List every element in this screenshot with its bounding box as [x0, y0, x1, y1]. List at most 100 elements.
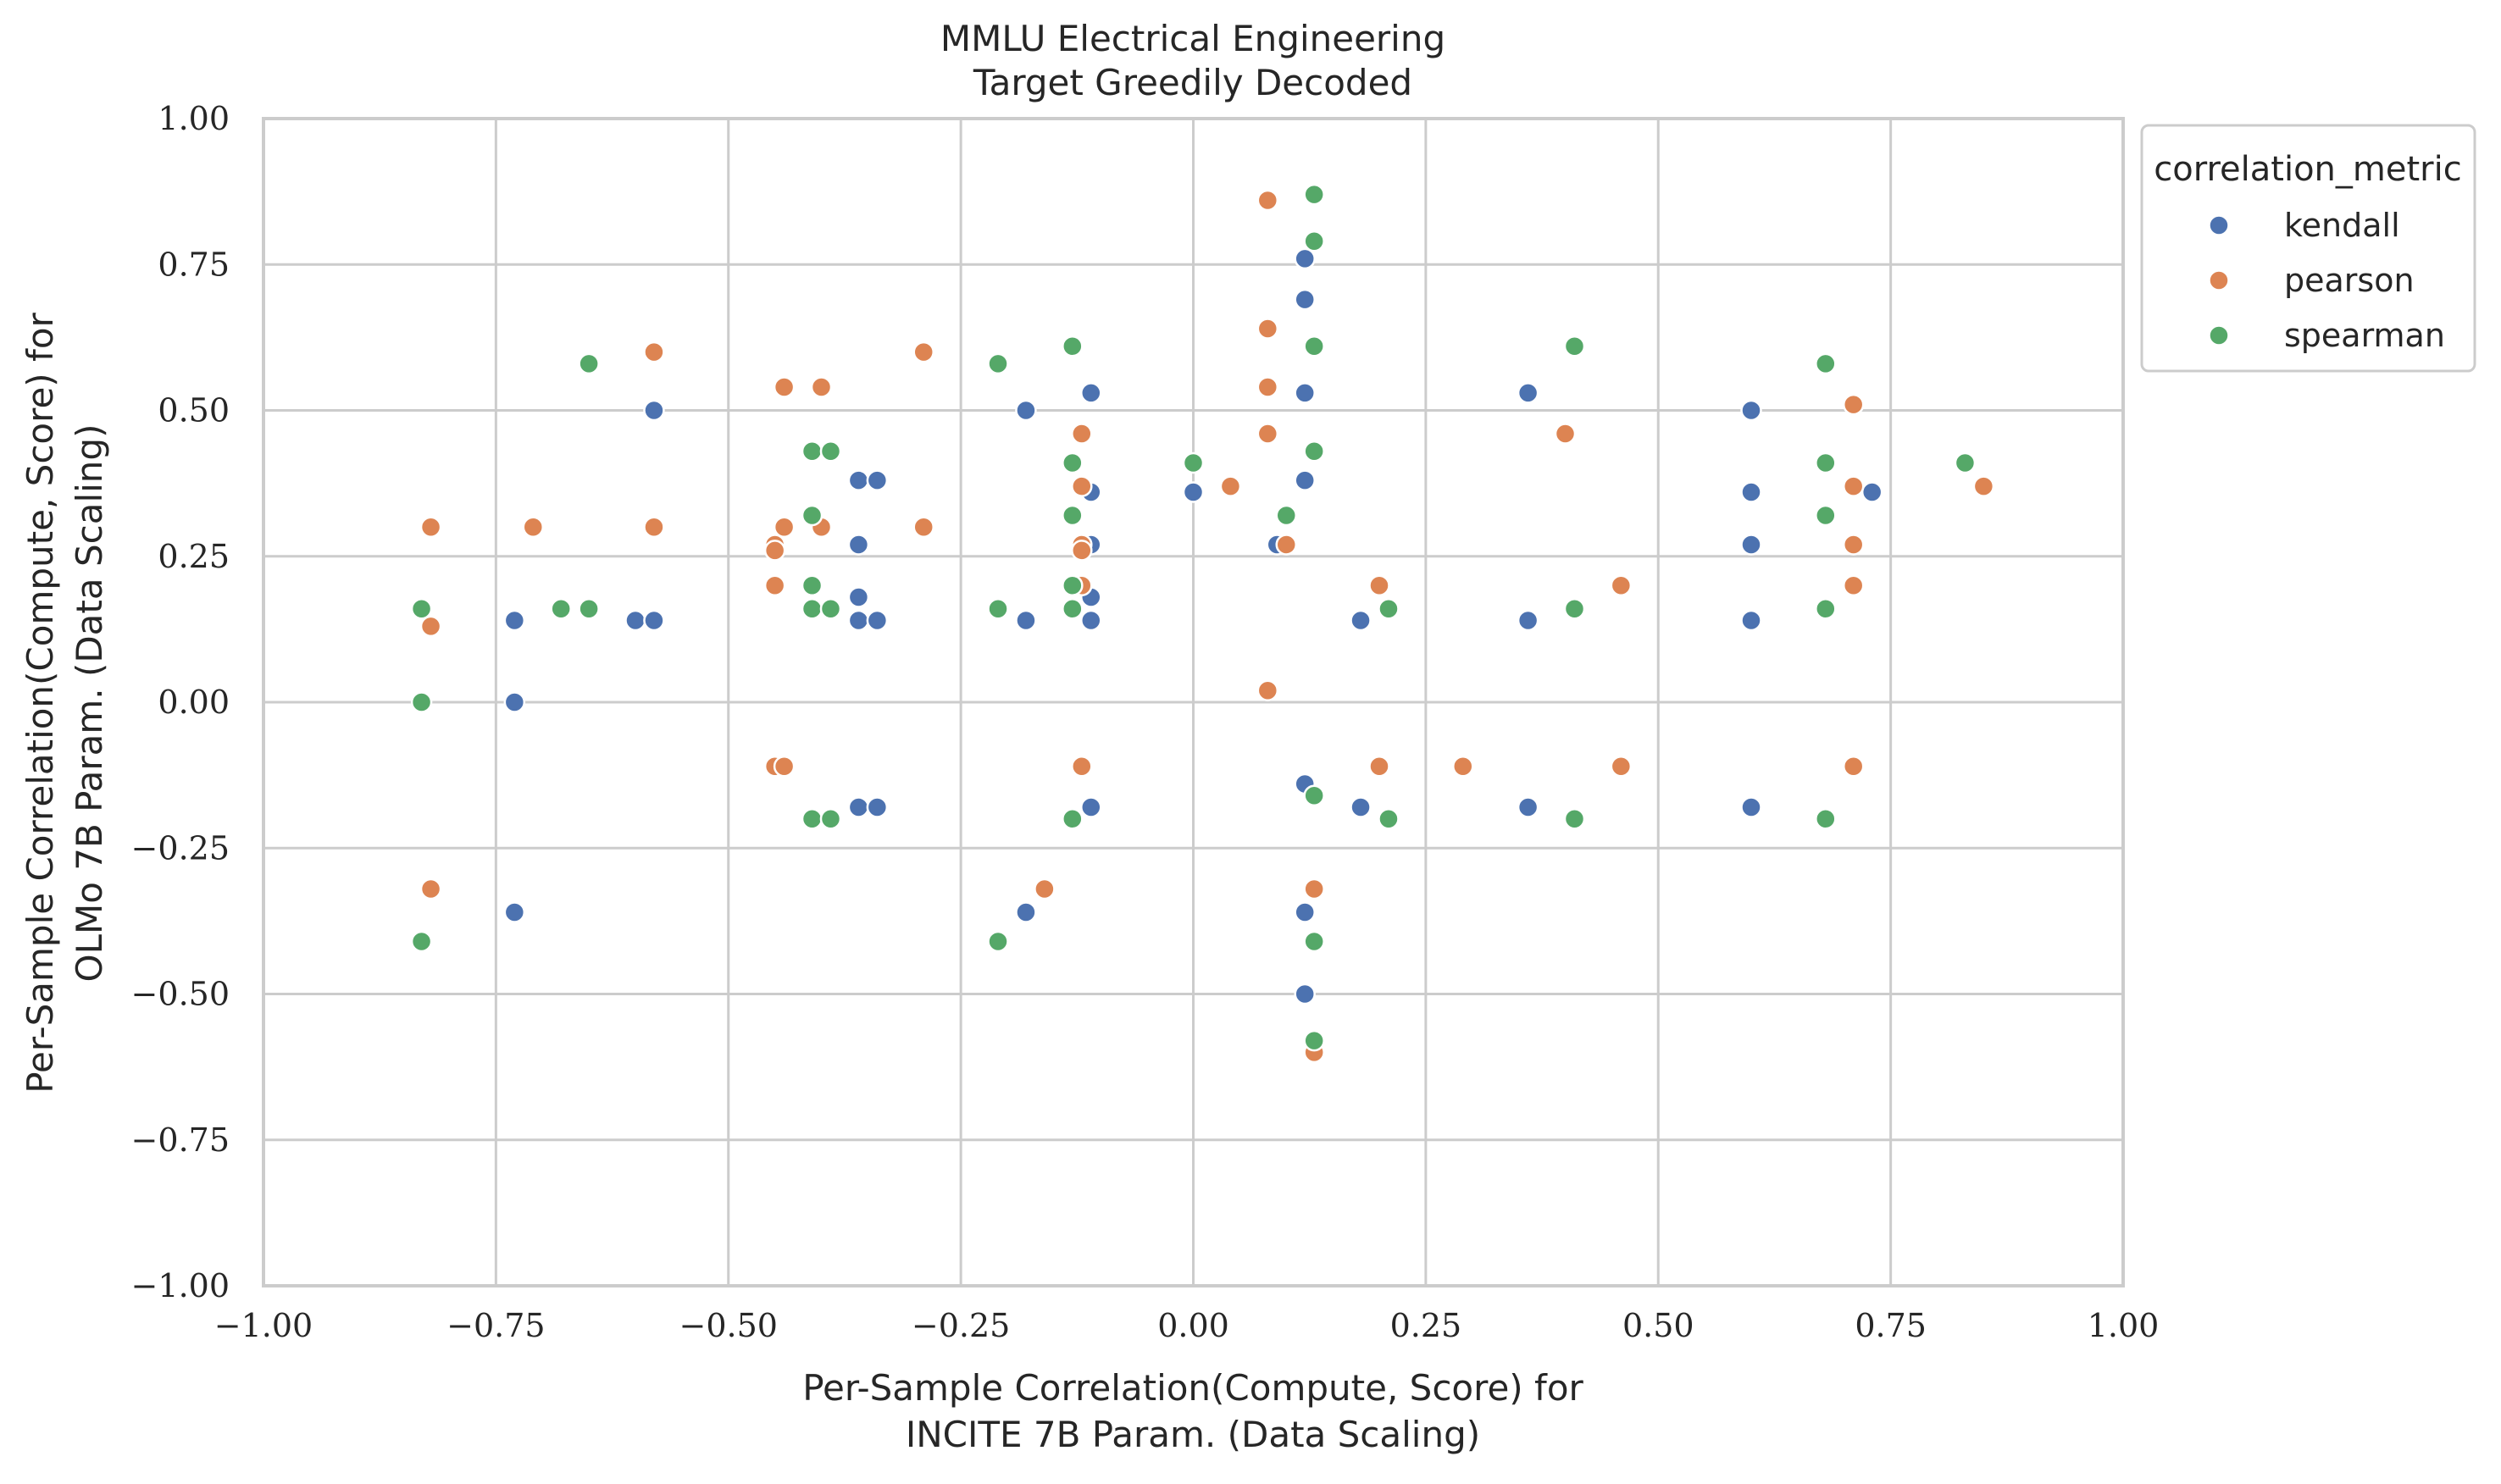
- legend-marker-pearson: [2208, 269, 2230, 291]
- data-point-spearman: [1815, 504, 1837, 527]
- chart-title-line1: MMLU Electrical Engineering: [940, 18, 1445, 59]
- data-point-spearman: [1563, 808, 1586, 830]
- x-tick-label: −0.50: [679, 1307, 778, 1344]
- data-point-kendall: [1517, 609, 1539, 632]
- data-point-spearman: [1815, 598, 1837, 620]
- y-tick-label: 0.75: [158, 246, 230, 283]
- y-axis-label-line2: OLMo 7B Param. (Data Scaling): [69, 424, 110, 983]
- x-tick-label: 1.00: [2088, 1307, 2160, 1344]
- data-point-pearson: [1071, 475, 1093, 497]
- data-point-kendall: [1080, 796, 1102, 818]
- y-tick-label: 0.25: [158, 538, 230, 575]
- data-point-spearman: [1062, 808, 1084, 830]
- data-point-pearson: [522, 516, 545, 539]
- data-point-pearson: [1071, 756, 1093, 778]
- y-tick-label: −0.50: [131, 976, 230, 1013]
- data-point-spearman: [801, 440, 824, 462]
- plot-area-frame: [262, 117, 2125, 1287]
- x-tick-label: 0.25: [1390, 1307, 1462, 1344]
- data-point-kendall: [1294, 288, 1316, 311]
- legend-box: [2140, 124, 2476, 373]
- data-point-kendall: [1294, 901, 1316, 923]
- data-point-spearman: [1303, 784, 1325, 806]
- data-point-spearman: [578, 598, 600, 620]
- data-point-pearson: [1256, 423, 1279, 445]
- data-point-spearman: [410, 691, 433, 713]
- data-point-spearman: [1303, 230, 1325, 252]
- data-point-kendall: [847, 469, 870, 491]
- data-point-pearson: [1842, 574, 1865, 596]
- x-tick-label: 0.00: [1157, 1307, 1229, 1344]
- y-tick-label: 0.50: [158, 392, 230, 429]
- data-point-kendall: [1015, 901, 1037, 923]
- data-point-kendall: [1740, 609, 1762, 632]
- data-point-kendall: [847, 534, 870, 556]
- data-point-spearman: [801, 598, 824, 620]
- data-point-kendall: [866, 796, 889, 818]
- data-point-spearman: [1563, 335, 1586, 357]
- data-point-spearman: [1378, 808, 1400, 830]
- data-point-kendall: [1740, 399, 1762, 422]
- data-point-kendall: [847, 586, 870, 608]
- data-point-pearson: [1034, 878, 1056, 900]
- data-point-kendall: [847, 796, 870, 818]
- data-point-pearson: [419, 516, 442, 539]
- data-point-kendall: [1860, 481, 1883, 503]
- data-point-spearman: [801, 574, 824, 596]
- data-point-pearson: [1842, 393, 1865, 416]
- data-point-spearman: [1182, 451, 1205, 474]
- data-point-pearson: [1842, 475, 1865, 497]
- data-point-pearson: [773, 516, 796, 539]
- data-point-pearson: [643, 341, 665, 363]
- data-point-spearman: [578, 352, 600, 375]
- y-tick-label: 0.00: [158, 684, 230, 721]
- x-axis-label-line1: Per-Sample Correlation(Compute, Score) f…: [802, 1367, 1583, 1409]
- data-point-spearman: [1062, 335, 1084, 357]
- data-point-spearman: [1815, 808, 1837, 830]
- data-point-kendall: [1080, 609, 1102, 632]
- legend-marker-kendall: [2208, 214, 2230, 236]
- grid: [262, 117, 2125, 1287]
- data-point-pearson: [1972, 475, 1995, 497]
- data-point-spearman: [1815, 352, 1837, 375]
- data-point-spearman: [1303, 440, 1325, 462]
- data-point-spearman: [1062, 504, 1084, 527]
- data-point-pearson: [1071, 540, 1093, 562]
- data-point-spearman: [410, 598, 433, 620]
- data-point-kendall: [1015, 609, 1037, 632]
- data-point-spearman: [410, 930, 433, 953]
- data-point-spearman: [819, 808, 842, 830]
- data-point-spearman: [1563, 598, 1586, 620]
- data-point-kendall: [1517, 382, 1539, 404]
- legend: correlation_metric kendall pearson spearma…: [2140, 124, 2476, 373]
- y-axis-ticks: −1.00 −0.75 −0.50 −0.25 0.00 0.25 0.50 0.75 1.00: [131, 100, 230, 1304]
- data-point-kendall: [1015, 399, 1037, 422]
- data-point-pearson: [773, 756, 796, 778]
- y-tick-label: −1.00: [131, 1267, 230, 1304]
- y-axis-label-line1: Per-Sample Correlation(Compute, Score) f…: [19, 312, 61, 1093]
- data-point-pearson: [419, 878, 442, 900]
- data-point-spearman: [987, 352, 1009, 375]
- data-point-pearson: [912, 341, 934, 363]
- data-point-kendall: [1294, 469, 1316, 491]
- data-point-pearson: [1256, 679, 1279, 701]
- data-point-kendall: [847, 609, 870, 632]
- data-point-kendall: [1350, 796, 1372, 818]
- data-point-spearman: [987, 598, 1009, 620]
- data-point-pearson: [763, 574, 786, 596]
- legend-label-pearson: pearson: [2284, 262, 2415, 299]
- y-tick-label: 1.00: [158, 100, 230, 137]
- data-point-kendall: [643, 399, 665, 422]
- legend-items: kendall pearson spearman: [2208, 207, 2445, 354]
- data-point-spearman: [1378, 598, 1400, 620]
- data-point-pearson: [1071, 423, 1093, 445]
- data-point-pearson: [1842, 534, 1865, 556]
- data-point-spearman: [1062, 574, 1084, 596]
- x-axis-ticks: −1.00 −0.75 −0.50 −0.25 0.00 0.25 0.50 0.75 1.00: [214, 1307, 2160, 1344]
- data-point-pearson: [1256, 189, 1279, 212]
- data-point-spearman: [801, 504, 824, 527]
- x-axis-label-line2: INCITE 7B Param. (Data Scaling): [906, 1414, 1480, 1455]
- data-point-spearman: [1303, 1029, 1325, 1052]
- data-point-pearson: [1275, 534, 1297, 556]
